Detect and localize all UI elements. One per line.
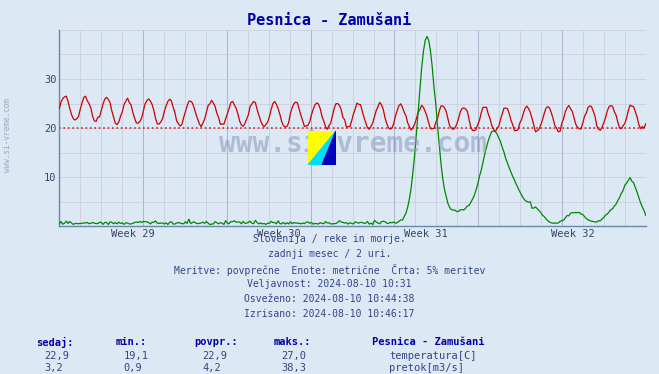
Text: zadnji mesec / 2 uri.: zadnji mesec / 2 uri. (268, 249, 391, 259)
Text: 22,9: 22,9 (44, 351, 69, 361)
Text: Slovenija / reke in morje.: Slovenija / reke in morje. (253, 234, 406, 244)
Polygon shape (308, 131, 336, 165)
Text: povpr.:: povpr.: (194, 337, 238, 347)
Polygon shape (322, 131, 336, 165)
Text: Pesnica - Zamušani: Pesnica - Zamušani (247, 13, 412, 28)
Text: www.si-vreme.com: www.si-vreme.com (3, 98, 13, 172)
Polygon shape (308, 131, 336, 165)
Text: 27,0: 27,0 (281, 351, 306, 361)
Text: maks.:: maks.: (273, 337, 311, 347)
Text: 0,9: 0,9 (123, 363, 142, 373)
Text: sedaj:: sedaj: (36, 337, 74, 347)
Text: www.si-vreme.com: www.si-vreme.com (219, 130, 486, 158)
Text: 3,2: 3,2 (44, 363, 63, 373)
Text: 19,1: 19,1 (123, 351, 148, 361)
Text: 4,2: 4,2 (202, 363, 221, 373)
Text: Izrisano: 2024-08-10 10:46:17: Izrisano: 2024-08-10 10:46:17 (244, 309, 415, 319)
Text: temperatura[C]: temperatura[C] (389, 351, 477, 361)
Text: 22,9: 22,9 (202, 351, 227, 361)
Text: Osveženo: 2024-08-10 10:44:38: Osveženo: 2024-08-10 10:44:38 (244, 294, 415, 304)
Text: Pesnica - Zamušani: Pesnica - Zamušani (372, 337, 485, 347)
Text: Meritve: povprečne  Enote: metrične  Črta: 5% meritev: Meritve: povprečne Enote: metrične Črta:… (174, 264, 485, 276)
Text: min.:: min.: (115, 337, 146, 347)
Text: 38,3: 38,3 (281, 363, 306, 373)
Text: Veljavnost: 2024-08-10 10:31: Veljavnost: 2024-08-10 10:31 (247, 279, 412, 289)
Text: pretok[m3/s]: pretok[m3/s] (389, 363, 465, 373)
